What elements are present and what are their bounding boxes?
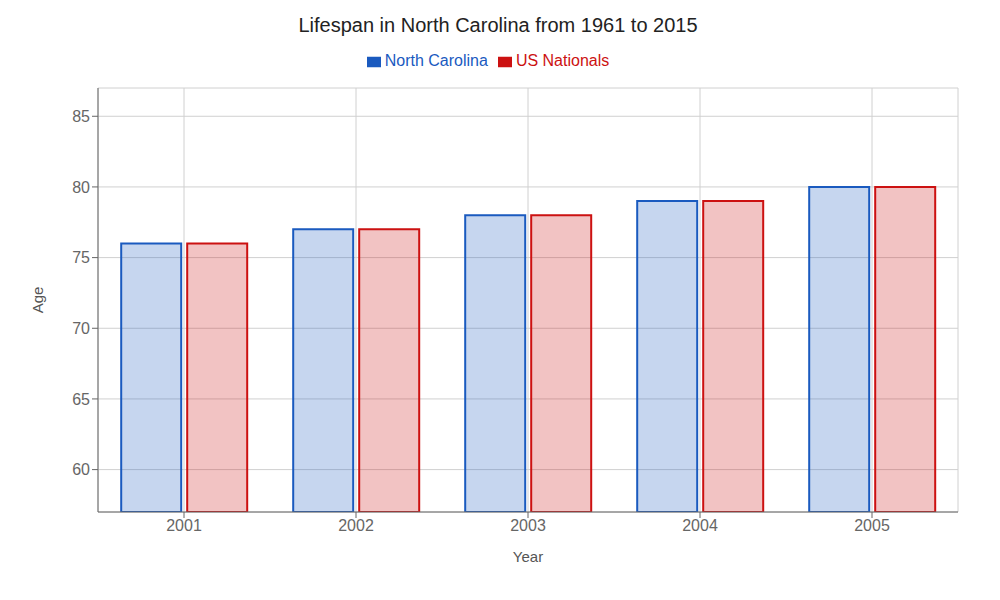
svg-text:70: 70 <box>72 320 90 337</box>
svg-text:65: 65 <box>72 391 90 408</box>
html-text:Lifespan in North Carolina fro: Lifespan in North Carolina from 1961 to … <box>298 14 698 36</box>
html-text:North Carolina: North Carolina <box>384 52 488 69</box>
svg-text:2002: 2002 <box>338 517 374 534</box>
svg-text:85: 85 <box>72 108 90 125</box>
svg-text:Age: Age <box>29 287 46 314</box>
svg-text:2003: 2003 <box>510 517 546 534</box>
svg-text:80: 80 <box>72 179 90 196</box>
html-text:US Nationals: US Nationals <box>515 52 610 69</box>
svg-text:75: 75 <box>72 249 90 266</box>
svg-text:2005: 2005 <box>854 517 890 534</box>
svg-text:60: 60 <box>72 461 90 478</box>
svg-text:2004: 2004 <box>682 517 718 534</box>
svg-text:Year: Year <box>513 548 543 565</box>
svg-text:2001: 2001 <box>166 517 202 534</box>
